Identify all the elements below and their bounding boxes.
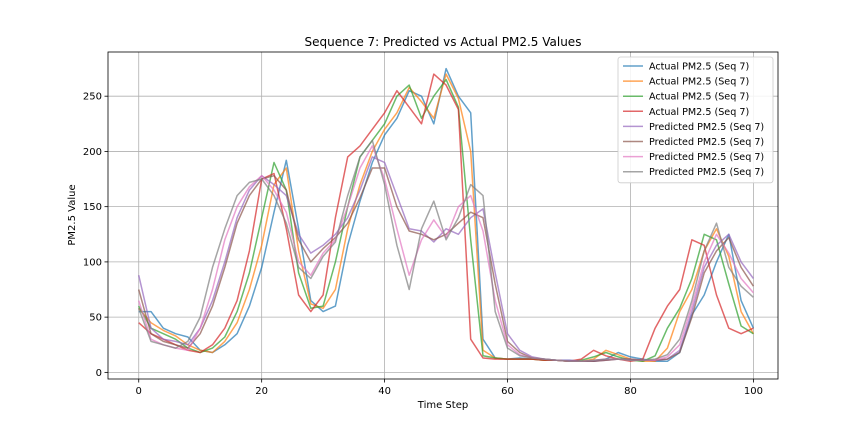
legend-label: Predicted PM2.5 (Seq 7)	[649, 167, 764, 178]
legend-label: Predicted PM2.5 (Seq 7)	[649, 122, 764, 133]
y-tick-label: 150	[83, 202, 102, 213]
series-line-2	[138, 73, 755, 363]
y-axis-title: PM2.5 Value	[67, 184, 78, 245]
axis-ticks: 0 20 40 60 80 100 0 50 100 150 200 250	[83, 92, 763, 397]
x-tick-label: 20	[255, 386, 268, 397]
chart-title: Sequence 7: Predicted vs Actual PM2.5 Va…	[305, 35, 582, 49]
series-line-4	[138, 73, 754, 363]
x-axis-title: Time Step	[417, 400, 468, 411]
y-tick-label: 250	[83, 92, 102, 103]
y-tick-label: 0	[96, 368, 102, 379]
x-tick-label: 40	[378, 386, 391, 397]
legend-label: Actual PM2.5 (Seq 7)	[649, 107, 749, 118]
x-tick-label: 0	[136, 386, 142, 397]
plot-frame	[107, 51, 779, 380]
x-tick-label: 100	[744, 386, 763, 397]
legend-label: Predicted PM2.5 (Seq 7)	[649, 152, 764, 163]
legend-box	[617, 56, 774, 184]
legend-label: Actual PM2.5 (Seq 7)	[649, 77, 749, 88]
legend-label: Actual PM2.5 (Seq 7)	[649, 92, 749, 103]
series-line-3	[138, 78, 754, 363]
legend-label: Predicted PM2.5 (Seq 7)	[649, 137, 764, 148]
y-tick-label: 50	[89, 313, 102, 324]
legend-label: Actual PM2.5 (Seq 7)	[649, 62, 749, 73]
y-tick-label: 100	[83, 257, 102, 268]
x-tick-label: 80	[624, 386, 637, 397]
y-tick-label: 200	[83, 147, 102, 158]
x-tick-label: 60	[501, 386, 514, 397]
series-layer	[137, 67, 755, 363]
series-line-8	[137, 139, 754, 363]
legend: Actual PM2.5 (Seq 7) Actual PM2.5 (Seq 7)…	[617, 56, 774, 184]
